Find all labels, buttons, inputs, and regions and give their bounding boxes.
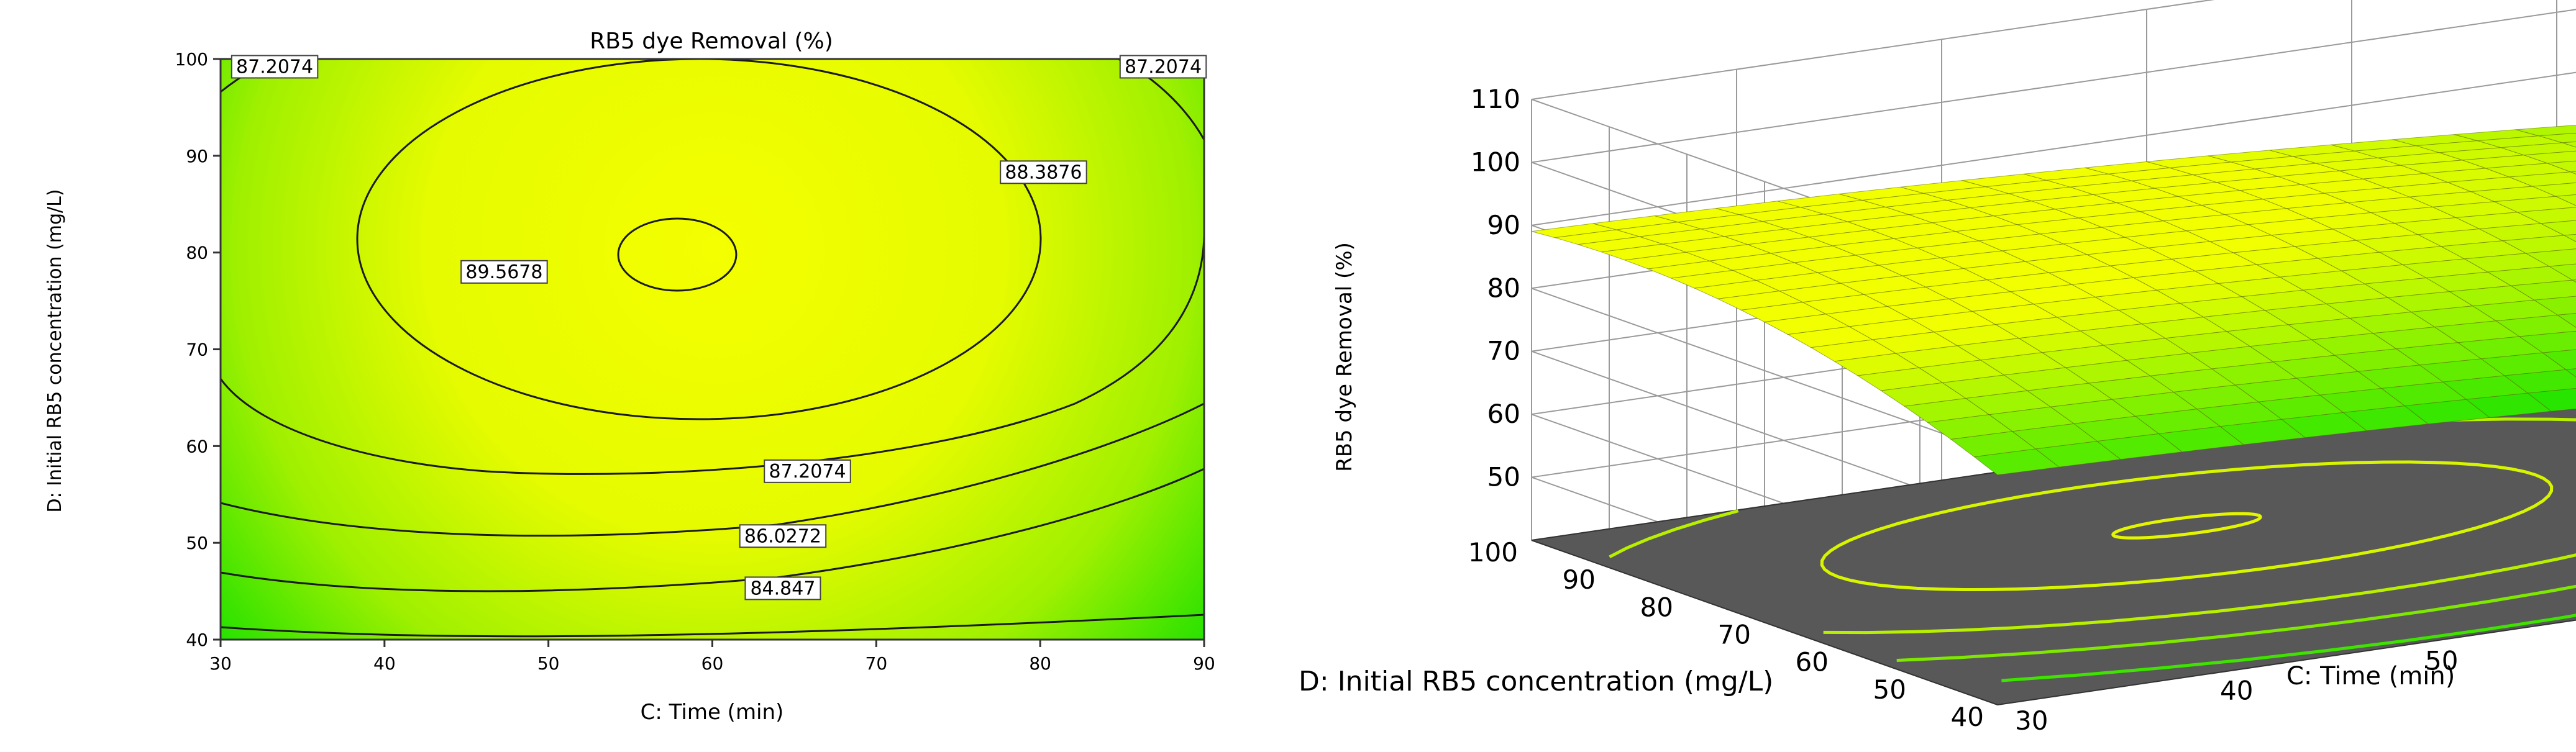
surface-cell	[2563, 233, 2576, 242]
wall-gridline	[1531, 0, 2215, 100]
contour-label: 88.3876	[1000, 160, 1087, 184]
contour-label-box	[460, 260, 548, 284]
surface-y-tick-label: 70	[1718, 620, 1751, 650]
contour-x-tick-label: 80	[1029, 653, 1051, 674]
floor-contour-line	[2001, 614, 2576, 682]
surface-z-ticks: 50 60 70 80 90 100 110	[1471, 84, 1520, 492]
contour-chart: RB5 dye Removal (%) 89.5678 88.3876 87.207…	[44, 29, 1215, 725]
surface-cell	[2527, 388, 2576, 412]
contour-x-tick-label: 70	[866, 653, 888, 674]
surface-y-tick-label: 40	[1951, 702, 1984, 732]
contour-x-axis-label: C: Time (min)	[641, 700, 784, 725]
surface-cell	[2533, 296, 2576, 315]
surface-y-axis-label: D: Initial RB5 concentration (mg/L)	[1299, 666, 1773, 697]
contour-x-tick-label: 40	[373, 653, 396, 674]
floor-contour-line	[1820, 460, 2554, 592]
contour-label-text: 87.2074	[236, 56, 313, 78]
contour-label-box	[764, 459, 851, 483]
contour-labels: 89.5678 88.3876 87.2074 87.2074 87.2074 86.02…	[231, 55, 1207, 600]
contour-y-tick-label: 80	[186, 243, 208, 263]
surface-cell	[2539, 220, 2576, 236]
surface-y-tick-label: 50	[1873, 674, 1906, 705]
contour-label: 84.847	[744, 576, 821, 600]
surface-cell	[2571, 279, 2576, 283]
surface-cell	[2542, 349, 2576, 370]
surface-cell	[2557, 313, 2576, 328]
contour-y-tick-label: 50	[186, 533, 208, 553]
surface-mesh	[1531, 124, 2576, 476]
surface-cell	[2570, 171, 2576, 174]
surface-z-tick-label: 110	[1471, 84, 1520, 114]
surface-x-tick-label: 50	[2425, 645, 2458, 676]
contour-title: RB5 dye Removal (%)	[590, 29, 833, 54]
surface-cell	[2548, 263, 2576, 281]
surface-cell	[2539, 132, 2576, 143]
contour-label: 89.5678	[460, 260, 548, 284]
surface-y-ticks: 40 50 60 70 80 90 100	[1468, 537, 1984, 732]
surface-z-tick-label: 100	[1471, 147, 1520, 177]
surface-cell	[2516, 207, 2576, 224]
surface-z-tick-label: 80	[1487, 273, 1520, 303]
surface-cell	[2562, 141, 2576, 148]
contour-x-tick-label: 90	[1193, 653, 1215, 674]
contour-label-text: 86.0272	[744, 525, 821, 547]
contour-label-text: 87.2074	[1125, 56, 1202, 78]
contour-x-tick-label: 60	[701, 653, 724, 674]
surface-cell	[2565, 368, 2576, 378]
contour-label-text: 84.847	[750, 578, 815, 599]
surface-y-tick-label: 80	[1640, 592, 1673, 622]
contour-plot-area	[221, 59, 1204, 640]
contour-y-tick-label: 60	[186, 436, 208, 456]
contour-line-89-5678	[617, 217, 738, 292]
surface-y-tick-label: 100	[1468, 537, 1518, 568]
surface-x-tick-label: 40	[2220, 676, 2253, 706]
surface-chart: 50 60 70 80 90 100 110 40 50 60 70 80 90 100 30 40 50 6…	[1299, 0, 2576, 736]
contour-label-box	[1119, 55, 1207, 79]
contour-label: 87.2074	[231, 55, 319, 79]
surface-cell	[2515, 124, 2576, 137]
contour-y-ticks: 40 50 60 70 80 90 100	[175, 49, 221, 650]
surface-cell	[2524, 248, 2576, 267]
contour-label: 86.0272	[739, 524, 827, 548]
surface-cell	[2518, 330, 2576, 353]
contour-y-tick-label: 70	[186, 340, 208, 360]
surface-z-tick-label: 90	[1487, 210, 1520, 240]
surface-cell	[2547, 160, 2576, 173]
contour-label-box	[231, 55, 319, 79]
contour-x-ticks: 30 40 50 60 70 80 90	[209, 640, 1215, 674]
contour-y-axis-label: D: Initial RB5 concentration (mg/L)	[44, 189, 66, 512]
contour-label-box	[739, 524, 827, 548]
contour-label-text: 89.5678	[465, 261, 542, 283]
contour-line-bottom	[221, 614, 1204, 638]
surface-x-axis-label: C: Time (min)	[2286, 662, 2455, 691]
floor-contour-line	[1896, 584, 2576, 662]
surface-z-axis-label: RB5 dye Removal (%)	[1332, 242, 1357, 472]
contour-y-tick-label: 100	[175, 49, 208, 70]
contour-label-text: 88.3876	[1005, 161, 1082, 183]
contour-label-box	[744, 576, 821, 600]
contour-label-text: 87.2074	[769, 461, 846, 482]
contour-label: 87.2074	[1119, 55, 1207, 79]
surface-z-tick-label: 70	[1487, 336, 1520, 366]
contour-x-tick-label: 30	[209, 653, 232, 674]
contour-y-tick-label: 40	[186, 630, 208, 650]
surface-z-tick-label: 50	[1487, 462, 1520, 492]
contour-label: 87.2074	[764, 459, 851, 483]
surface-cell	[2554, 194, 2576, 206]
contour-label-box	[1000, 160, 1087, 184]
surface-z-tick-label: 60	[1487, 399, 1520, 429]
contour-x-tick-label: 50	[537, 653, 560, 674]
surface-cell	[2532, 182, 2576, 197]
surface-x-tick-label: 30	[2015, 705, 2048, 736]
surface-y-tick-label: 60	[1796, 647, 1829, 677]
contour-y-tick-label: 90	[186, 146, 208, 166]
floor-contour-line	[2111, 512, 2262, 540]
surface-y-tick-label: 90	[1563, 564, 1596, 595]
surface-cell	[2524, 150, 2576, 164]
contour-line-88-3876	[356, 59, 1042, 420]
